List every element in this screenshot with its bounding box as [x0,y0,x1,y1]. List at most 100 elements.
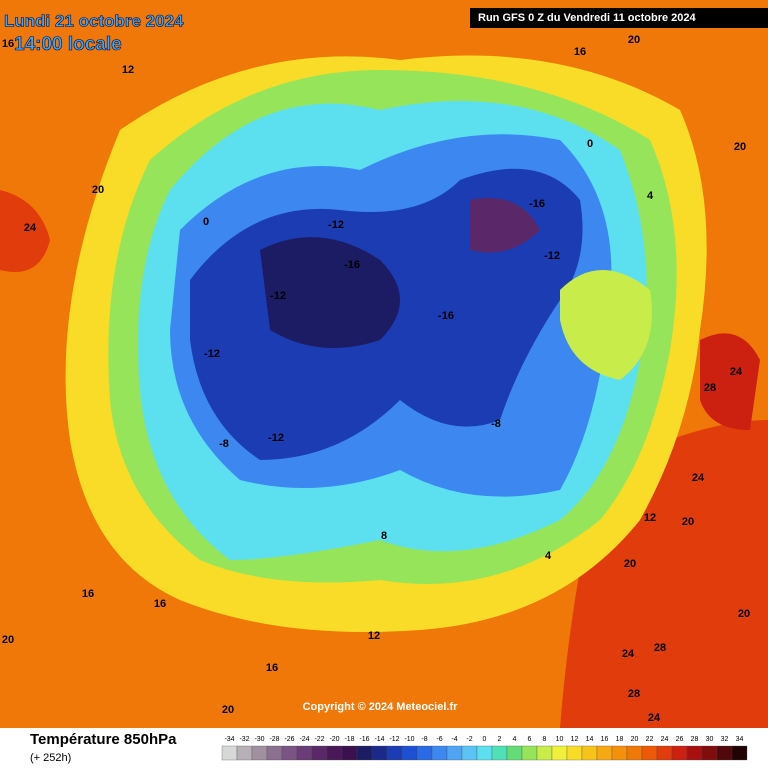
colorbar-tick-label: 4 [513,736,517,743]
contour-label: 4 [647,190,654,202]
contour-label: 4 [545,550,552,562]
colorbar-swatch [416,745,433,761]
colorbar-tick-label: 2 [498,736,502,743]
contour-label: -8 [219,438,229,450]
run-box [470,8,768,28]
contour-label: 20 [92,184,104,196]
colorbar-swatch [506,745,523,761]
colorbar-tick-label: -22 [314,736,324,743]
colorbar-swatch [521,745,538,761]
contour-label: 16 [266,662,278,674]
colorbar-swatch [251,745,268,761]
contour-label: 20 [624,558,636,570]
colorbar-tick-label: -14 [374,736,384,743]
contour-labels: 16 12 20 24 16 20 20 0 -12 -16 -12 -16 -12 -8 -12 -8 -16… [2,34,750,724]
colorbar-tick-label: -6 [436,736,442,743]
mild-area [560,270,652,380]
colorbar-tick-label: 18 [616,736,624,743]
colorbar-tick-label: 24 [661,736,669,743]
colorbar-tick-label: -4 [451,736,457,743]
colorbar-swatch [281,745,298,761]
local-time: 14:00 locale [14,34,122,55]
contour-label: 20 [222,704,234,716]
colorbar-tick-label: -30 [254,736,264,743]
colorbar-swatch [701,745,718,761]
contour-label: 0 [203,216,209,228]
colorbar-tick-label: 16 [601,736,609,743]
colorbar-swatch [296,745,313,761]
colorbar-swatch [311,745,328,761]
contour-label: -12 [268,432,284,444]
warm-area [700,333,760,430]
contour-label: 16 [2,38,14,50]
contour-label: 24 [24,222,37,234]
colorbar-swatch [536,745,553,761]
contour-label: 0 [587,138,593,150]
colorbar-tick-label: 10 [556,736,564,743]
contour-label: 24 [730,366,743,378]
contour-label: 16 [574,46,586,58]
colorbar-tick-label: 26 [676,736,684,743]
contour-label: 24 [622,648,635,660]
colorbar-tick-label: -32 [239,736,249,743]
colorbar-swatch [671,745,688,761]
contour-label: 28 [628,688,640,700]
contour-label: 20 [738,608,750,620]
contour-label: -16 [344,259,360,271]
warm-area [0,190,50,272]
copyright: Copyright © 2024 Meteociel.fr [303,701,459,713]
colorbar-tick-label: -28 [269,736,279,743]
colorbar-tick-label: 22 [646,736,654,743]
contour-label: 20 [682,516,694,528]
colorbar-tick-label: -2 [466,736,472,743]
colorbar-tick-label: -18 [344,736,354,743]
colorbar-tick-label: -16 [359,736,369,743]
colorbar-tick-label: -12 [389,736,399,743]
colorbar-tick-label: 30 [706,736,714,743]
contour-label: 20 [734,141,746,153]
colorbar-tick-label: -10 [404,736,414,743]
colorbar-swatch [431,745,448,761]
colorbar-swatch [371,745,388,761]
colorbar-swatch [446,745,463,761]
colorbar-swatch [656,745,673,761]
very-cold-area [470,198,540,253]
contour-label: 8 [381,530,387,542]
very-cold-area [260,237,400,348]
colorbar-tick-label: 0 [483,736,487,743]
colorbar-tick-label: -24 [299,736,309,743]
contour-label: -12 [204,348,220,360]
contour-label: -8 [491,418,501,430]
colorbar-swatch [611,745,628,761]
contour-label: -12 [328,219,344,231]
contour-label: -12 [544,250,560,262]
colorbar-tick-label: -20 [329,736,339,743]
colorbar-tick-label: 12 [571,736,579,743]
contour-label: 12 [122,64,134,76]
colorbar-swatch [401,745,418,761]
colorbar-tick-label: -34 [224,736,234,743]
colorbar: -34 -32 -30 -28 -26 -24 -22 -20 -18 -16 -14 -12 -10-… [221,736,748,761]
colorbar-swatch [566,745,583,761]
contour-label: 24 [648,712,661,724]
colorbar-swatch [341,745,358,761]
colorbar-swatch [686,745,703,761]
contour-label: 20 [628,34,640,46]
colorbar-swatch [476,745,493,761]
date: Lundi 21 octobre 2024 [4,11,184,30]
colorbar-tick-label: 20 [631,736,639,743]
colorbar-swatch [551,745,568,761]
variable-title: Température 850hPa [30,731,177,748]
contour-label: 16 [154,598,166,610]
colorbar-swatch [356,745,373,761]
contour-label: -12 [270,290,286,302]
colorbar-swatch [266,745,283,761]
colorbar-swatch [326,745,343,761]
colorbar-tick-label: -8 [421,736,427,743]
colorbar-swatch [236,745,253,761]
colorbar-tick-label: 8 [543,736,547,743]
contour-label: 24 [692,472,705,484]
colorbar-swatch [581,745,598,761]
contour-label: 28 [704,382,716,394]
